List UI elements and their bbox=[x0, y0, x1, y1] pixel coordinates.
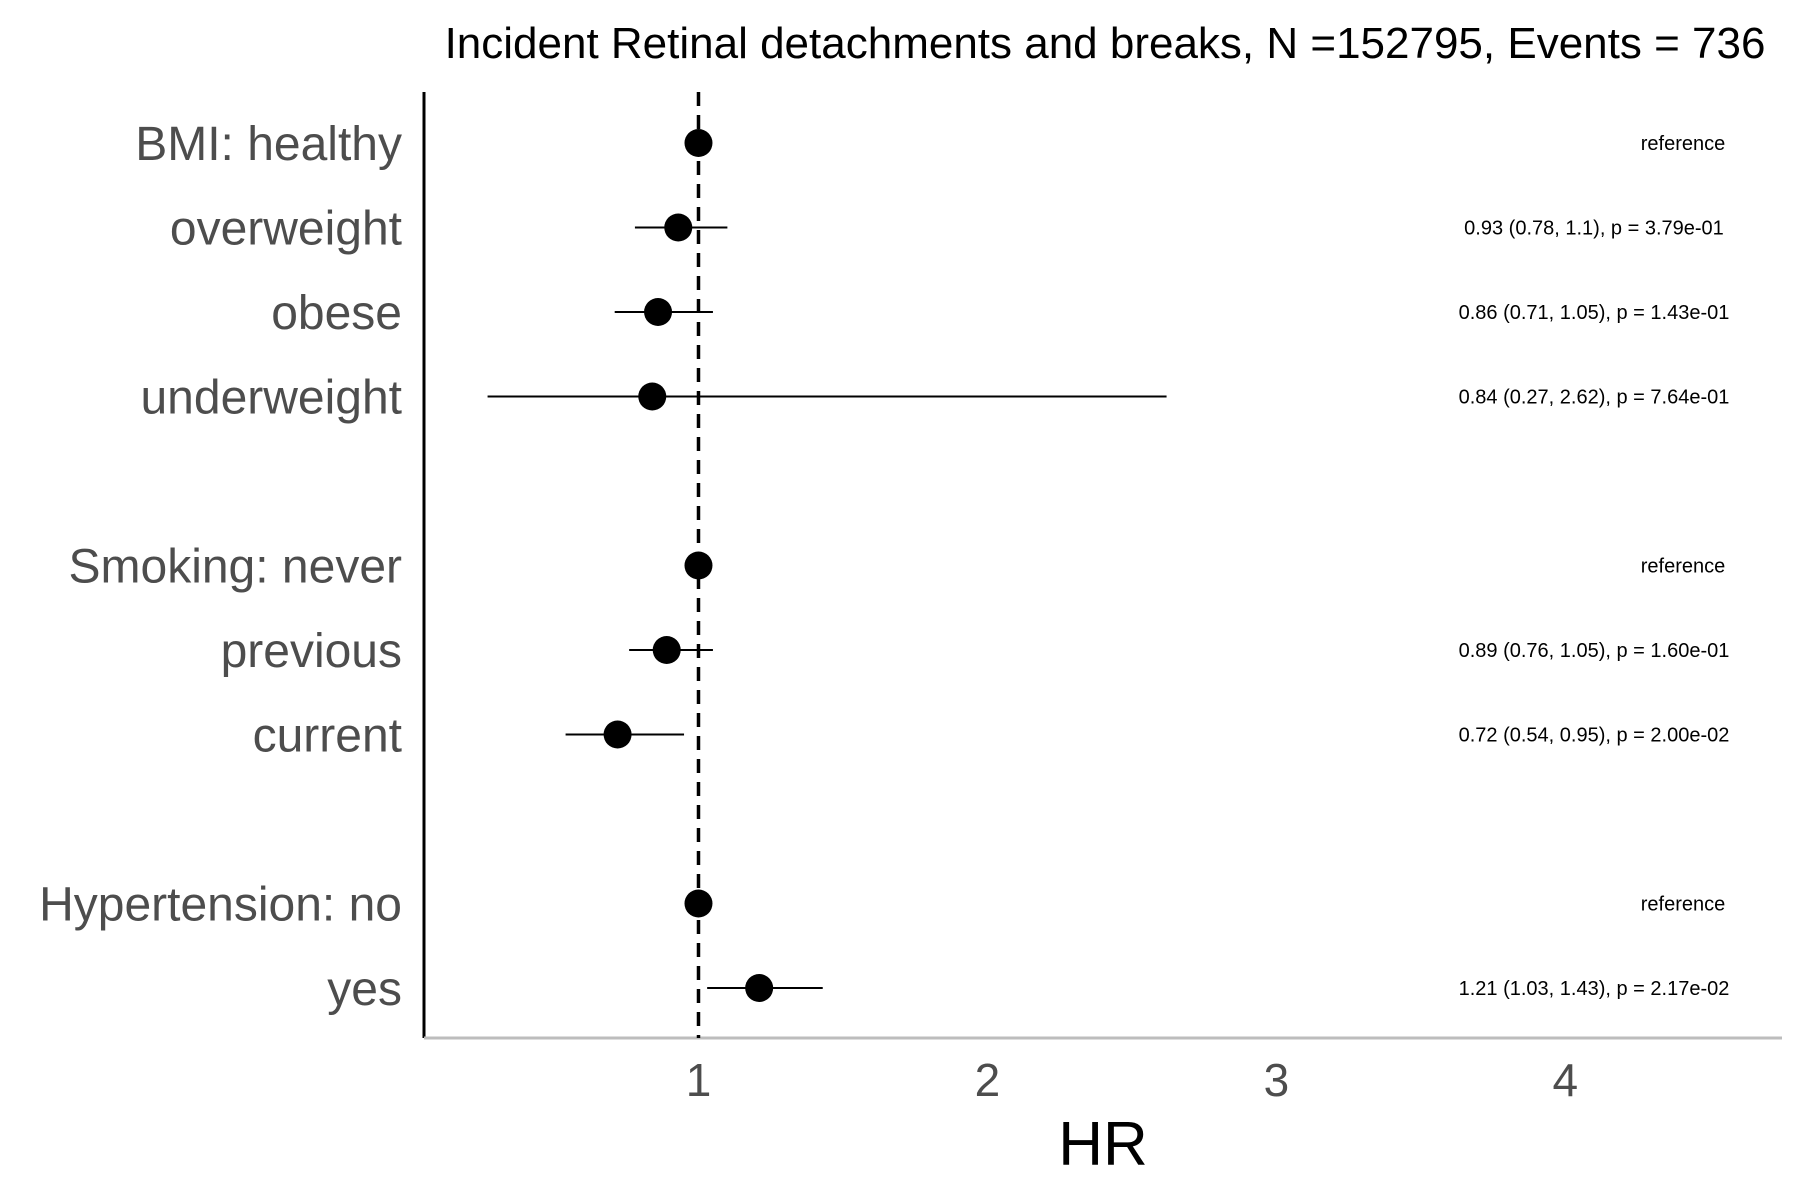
hr-point bbox=[644, 298, 673, 326]
row-label: underweight bbox=[140, 372, 402, 425]
x-axis-title: HR bbox=[1058, 1110, 1148, 1179]
row-label: previous bbox=[221, 625, 402, 678]
row-label: BMI: healthy bbox=[135, 118, 402, 171]
x-axis-ticks: 1 2 3 4 bbox=[686, 1054, 1578, 1106]
row-annotation: reference bbox=[1641, 894, 1726, 916]
row-label: overweight bbox=[170, 203, 402, 256]
row-annotation: 0.89 (0.76, 1.05), p = 1.60e-01 bbox=[1459, 640, 1730, 662]
row-label: obese bbox=[271, 287, 402, 340]
chart-title: Incident Retinal detachments and breaks,… bbox=[445, 19, 1766, 68]
row-annotation: reference bbox=[1641, 133, 1726, 155]
hr-point bbox=[664, 213, 693, 242]
hr-point bbox=[603, 720, 632, 749]
row-label: yes bbox=[327, 963, 402, 1016]
row-annotation: 1.21 (1.03, 1.43), p = 2.17e-02 bbox=[1459, 978, 1730, 1000]
hr-point bbox=[684, 889, 713, 918]
forest-rows: BMI: healthy reference overweight 0.93 (0.7… bbox=[39, 118, 1729, 1016]
hr-point bbox=[745, 974, 774, 1002]
row-annotation: 0.72 (0.54, 0.95), p = 2.00e-02 bbox=[1459, 725, 1730, 747]
row-annotation: reference bbox=[1641, 556, 1726, 578]
row-label: Smoking: never bbox=[69, 541, 403, 594]
x-tick-label: 1 bbox=[686, 1054, 712, 1106]
row-label: Hypertension: no bbox=[39, 879, 402, 932]
row-annotation: 0.93 (0.78, 1.1), p = 3.79e-01 bbox=[1464, 218, 1724, 240]
x-tick-label: 3 bbox=[1264, 1054, 1290, 1106]
hr-point bbox=[652, 636, 681, 664]
row-annotation: 0.84 (0.27, 2.62), p = 7.64e-01 bbox=[1459, 387, 1730, 409]
hr-point bbox=[684, 551, 713, 580]
x-tick-label: 2 bbox=[975, 1054, 1001, 1106]
x-tick-label: 4 bbox=[1553, 1054, 1579, 1106]
row-label: current bbox=[253, 710, 402, 763]
hr-point bbox=[684, 129, 713, 157]
hr-point bbox=[638, 382, 667, 411]
row-annotation: 0.86 (0.71, 1.05), p = 1.43e-01 bbox=[1459, 302, 1730, 324]
